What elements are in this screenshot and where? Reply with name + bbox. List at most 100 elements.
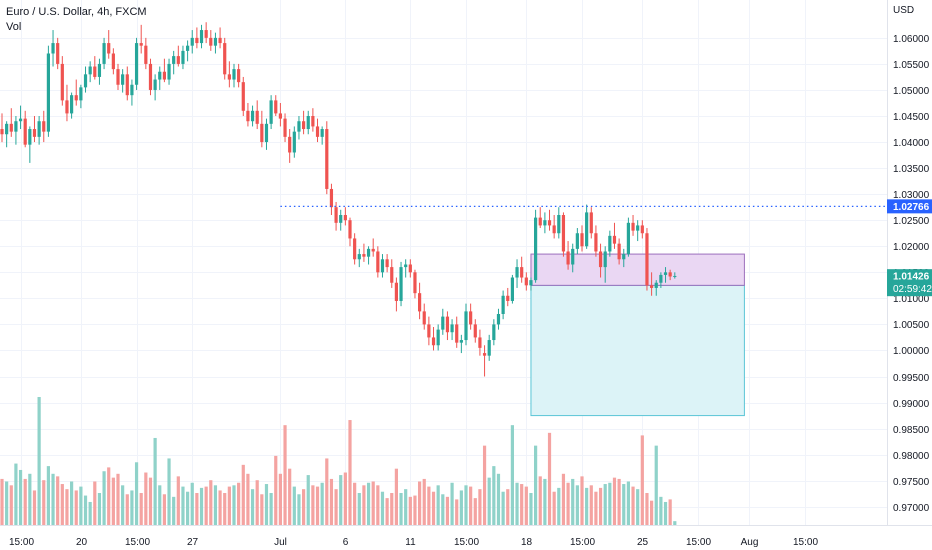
candle-body bbox=[654, 282, 658, 288]
candle-body bbox=[315, 126, 320, 137]
candle-body bbox=[422, 311, 426, 325]
volume-bar bbox=[325, 458, 329, 525]
volume-bar bbox=[42, 480, 46, 525]
volume-bar bbox=[380, 491, 385, 525]
volume-bar bbox=[515, 482, 519, 525]
candle-body bbox=[617, 243, 621, 260]
candle-body bbox=[320, 129, 324, 137]
volume-bar bbox=[232, 485, 236, 525]
volume-bar bbox=[547, 432, 552, 525]
volume-bar bbox=[88, 501, 92, 525]
volume-bar bbox=[589, 485, 593, 525]
candle-body bbox=[325, 129, 329, 189]
candle-body bbox=[283, 118, 287, 137]
volume-bar bbox=[186, 491, 190, 525]
volume-bar bbox=[5, 481, 9, 525]
volume-bar bbox=[288, 468, 292, 525]
volume-bar bbox=[668, 499, 672, 525]
volume-bar bbox=[441, 494, 445, 525]
candle-body bbox=[102, 43, 106, 64]
time-tick-label: 15:00 bbox=[125, 537, 150, 548]
price-tick-label: 1.04500 bbox=[893, 112, 930, 123]
candle-body bbox=[93, 66, 97, 77]
candle-body bbox=[111, 53, 115, 70]
volume-indicator-label[interactable]: Vol bbox=[6, 21, 22, 33]
candle-body bbox=[125, 74, 129, 96]
price-tick-label: 0.97000 bbox=[893, 503, 930, 514]
volume-bar bbox=[598, 487, 603, 525]
candle-body bbox=[292, 131, 296, 153]
time-tick-label: 6 bbox=[343, 537, 349, 548]
volume-bar bbox=[97, 493, 102, 525]
candle-body bbox=[148, 63, 153, 90]
symbol-title[interactable]: Euro / U.S. Dollar, 4h, FXCM bbox=[6, 6, 147, 18]
time-tick-label: 15:00 bbox=[793, 537, 818, 548]
volume-bar bbox=[297, 494, 301, 525]
volume-bar bbox=[329, 478, 334, 525]
candle-body bbox=[557, 215, 561, 234]
candle-body bbox=[246, 110, 250, 122]
candle-body bbox=[209, 37, 213, 46]
volume-bar bbox=[394, 468, 398, 525]
candle-body bbox=[390, 267, 394, 283]
current-price-badge bbox=[887, 269, 932, 297]
volume-bar bbox=[385, 498, 389, 525]
volume-bar bbox=[404, 489, 408, 525]
candle-body bbox=[636, 225, 640, 231]
candle-body bbox=[353, 238, 357, 260]
candle-body bbox=[278, 113, 282, 119]
candle-body bbox=[441, 316, 445, 330]
candle-body bbox=[594, 233, 598, 252]
volume-bar bbox=[492, 466, 496, 525]
candle-body bbox=[492, 324, 496, 341]
price-tick-label: 0.99500 bbox=[893, 373, 930, 384]
time-tick-label: 27 bbox=[187, 537, 199, 548]
candle-body bbox=[622, 254, 626, 260]
candle-body bbox=[343, 215, 347, 221]
candle-body bbox=[552, 225, 556, 234]
candle-body bbox=[42, 121, 46, 132]
volume-bar bbox=[83, 495, 88, 525]
candle-body bbox=[70, 95, 74, 114]
volume-bar bbox=[399, 493, 403, 525]
candle-body bbox=[237, 69, 241, 83]
candle-body bbox=[520, 267, 524, 278]
volume-bar bbox=[654, 445, 658, 525]
volume-bar bbox=[213, 485, 218, 525]
chart-grid bbox=[0, 0, 887, 525]
candle-body bbox=[418, 293, 422, 312]
candle-body bbox=[264, 123, 269, 143]
candle-body bbox=[506, 295, 510, 301]
volume-bar bbox=[56, 476, 60, 525]
volume-bar bbox=[0, 478, 4, 525]
time-tick-label: 15:00 bbox=[686, 537, 711, 548]
price-tick-label: 1.02500 bbox=[893, 216, 930, 227]
volume-bar bbox=[158, 485, 162, 525]
volume-bar bbox=[408, 496, 412, 525]
volume-bar bbox=[190, 482, 194, 525]
candle-body bbox=[399, 267, 403, 301]
time-axis[interactable]: 15:00 20 15:00 27 Jul 6 11 15:00 18 15:00 25 15:00 A… bbox=[9, 537, 818, 548]
candle-body bbox=[394, 282, 398, 301]
volume-bar bbox=[390, 493, 394, 525]
volume-bar bbox=[121, 485, 125, 525]
candle-body bbox=[645, 233, 649, 286]
volume-bar bbox=[659, 496, 663, 525]
price-tick-label: 0.98500 bbox=[893, 425, 930, 436]
volume-bar bbox=[167, 458, 171, 525]
price-axis[interactable]: 1.06000 1.05500 1.05000 1.04500 1.04000 1.035… bbox=[893, 34, 930, 514]
price-tick-label: 0.97500 bbox=[893, 477, 930, 488]
candle-body bbox=[334, 207, 338, 223]
candle-body bbox=[362, 254, 366, 257]
candle-body bbox=[162, 71, 166, 80]
volume-bar bbox=[107, 467, 111, 525]
price-tick-label: 1.06000 bbox=[893, 34, 930, 45]
volume-bar bbox=[617, 478, 621, 525]
time-tick-label: 11 bbox=[405, 537, 416, 548]
volume-bar bbox=[79, 486, 83, 525]
position-zones[interactable] bbox=[530, 253, 745, 417]
volume-bar bbox=[436, 485, 440, 525]
volume-bar bbox=[269, 493, 273, 525]
volume-bar bbox=[130, 490, 134, 525]
